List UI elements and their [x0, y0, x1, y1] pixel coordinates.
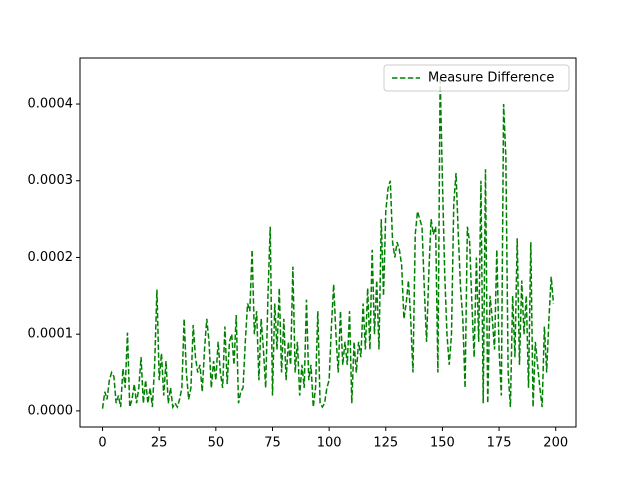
x-tick-label: 25	[151, 436, 168, 451]
x-tick-label: 75	[264, 436, 281, 451]
x-tick-label: 150	[430, 436, 455, 451]
x-tick-label: 200	[543, 436, 568, 451]
y-tick-label: 0.0001	[28, 327, 74, 342]
y-tick-label: 0.0004	[28, 97, 74, 112]
y-tick-label: 0.0002	[28, 250, 74, 265]
y-tick-label: 0.0003	[28, 173, 74, 188]
x-tick-label: 50	[208, 436, 225, 451]
legend-label: Measure Difference	[428, 71, 554, 86]
x-tick-label: 100	[317, 436, 342, 451]
x-tick-label: 125	[373, 436, 398, 451]
x-tick-label: 0	[98, 436, 106, 451]
legend-box	[383, 64, 570, 92]
y-tick-label: 0.0000	[28, 403, 74, 418]
plot-frame	[79, 57, 577, 428]
data-line	[101, 77, 555, 410]
x-tick-label: 175	[487, 436, 512, 451]
